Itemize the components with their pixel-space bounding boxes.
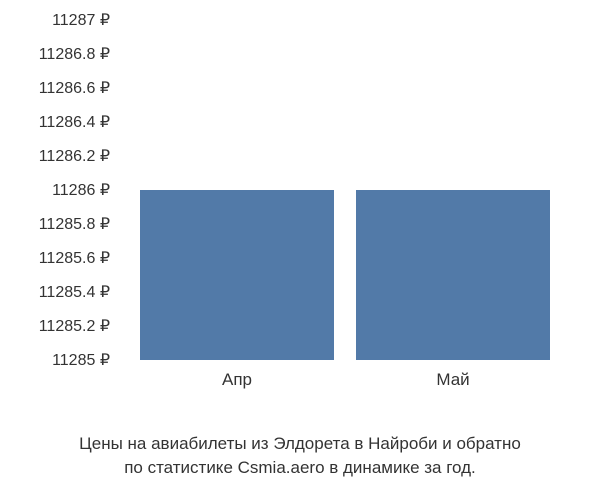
x-axis-label: Апр (222, 370, 252, 390)
y-axis-label: 11285.6 ₽ (39, 248, 110, 268)
y-axis-label: 11285.2 ₽ (39, 316, 110, 336)
y-axis-label: 11286.4 ₽ (39, 112, 110, 132)
y-axis-label: 11285.4 ₽ (39, 282, 110, 302)
bar (140, 190, 334, 360)
bar (356, 190, 550, 360)
y-axis-label: 11286.2 ₽ (39, 146, 110, 166)
y-axis-label: 11286 ₽ (52, 180, 110, 200)
chart-caption: Цены на авиабилеты из Элдорета в Найроби… (20, 432, 580, 480)
x-axis: Апр Май (120, 370, 570, 400)
plot-area (120, 20, 570, 360)
y-axis-label: 11285 ₽ (52, 350, 110, 370)
y-axis-label: 11287 ₽ (52, 10, 110, 30)
caption-line-2: по статистике Csmia.aero в динамике за г… (20, 456, 580, 480)
y-axis-label: 11286.8 ₽ (39, 44, 110, 64)
x-axis-label: Май (436, 370, 469, 390)
y-axis: 11285 ₽11285.2 ₽11285.4 ₽11285.6 ₽11285.… (20, 20, 115, 360)
y-axis-label: 11286.6 ₽ (39, 78, 110, 98)
y-axis-label: 11285.8 ₽ (39, 214, 110, 234)
caption-line-1: Цены на авиабилеты из Элдорета в Найроби… (20, 432, 580, 456)
price-chart: 11285 ₽ 11285.2 ₽ 11285.4 ₽ 11285.6 ₽ 11285.… (20, 20, 580, 400)
